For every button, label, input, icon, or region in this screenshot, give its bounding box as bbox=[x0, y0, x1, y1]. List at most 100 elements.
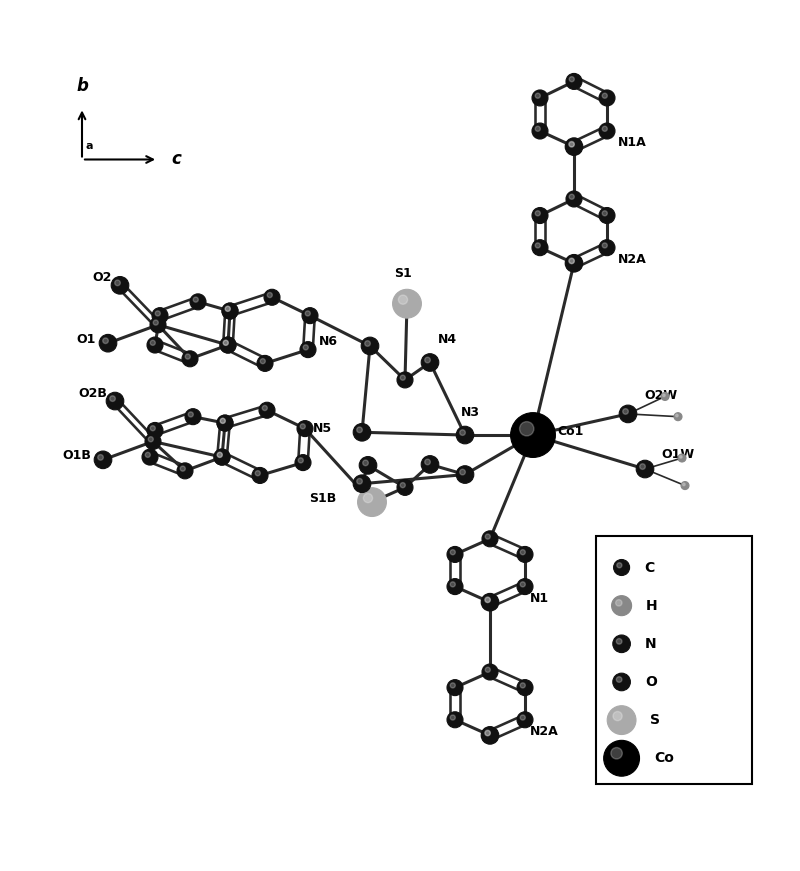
Circle shape bbox=[485, 667, 490, 672]
Text: b: b bbox=[76, 78, 88, 96]
Circle shape bbox=[570, 259, 574, 264]
Circle shape bbox=[98, 455, 103, 460]
Circle shape bbox=[599, 90, 615, 106]
Circle shape bbox=[363, 494, 373, 503]
Circle shape bbox=[532, 207, 548, 224]
Circle shape bbox=[267, 293, 272, 298]
Circle shape bbox=[602, 93, 607, 98]
Circle shape bbox=[262, 405, 267, 410]
Circle shape bbox=[566, 191, 582, 207]
Circle shape bbox=[616, 638, 622, 645]
Text: N2A: N2A bbox=[618, 253, 646, 266]
Circle shape bbox=[252, 468, 268, 483]
Circle shape bbox=[510, 413, 555, 457]
Circle shape bbox=[393, 289, 422, 318]
Circle shape bbox=[150, 426, 155, 431]
Circle shape bbox=[358, 488, 386, 517]
Circle shape bbox=[362, 460, 368, 466]
Circle shape bbox=[566, 138, 582, 155]
Circle shape bbox=[99, 334, 117, 352]
Circle shape bbox=[482, 726, 499, 744]
Circle shape bbox=[520, 683, 526, 688]
Circle shape bbox=[570, 142, 574, 147]
Circle shape bbox=[152, 307, 168, 324]
Circle shape bbox=[460, 469, 466, 475]
Circle shape bbox=[535, 93, 540, 98]
Circle shape bbox=[421, 456, 438, 473]
Circle shape bbox=[194, 297, 198, 302]
Circle shape bbox=[260, 359, 266, 364]
Circle shape bbox=[223, 341, 228, 345]
Circle shape bbox=[425, 357, 430, 363]
Circle shape bbox=[300, 424, 306, 429]
Circle shape bbox=[150, 317, 166, 333]
Circle shape bbox=[517, 546, 533, 563]
Text: N2A: N2A bbox=[530, 725, 558, 738]
Circle shape bbox=[456, 466, 474, 483]
Circle shape bbox=[570, 77, 574, 82]
Circle shape bbox=[602, 126, 607, 132]
Circle shape bbox=[447, 712, 463, 728]
Circle shape bbox=[148, 436, 154, 442]
Text: O2W: O2W bbox=[644, 389, 677, 402]
Circle shape bbox=[223, 341, 228, 345]
Circle shape bbox=[300, 341, 316, 358]
Circle shape bbox=[450, 550, 455, 555]
Circle shape bbox=[482, 727, 498, 743]
Text: N3: N3 bbox=[461, 406, 480, 419]
Circle shape bbox=[180, 466, 186, 471]
Circle shape bbox=[220, 337, 236, 353]
Circle shape bbox=[482, 664, 498, 680]
Circle shape bbox=[114, 280, 120, 286]
Circle shape bbox=[613, 712, 622, 720]
Circle shape bbox=[676, 415, 678, 417]
Circle shape bbox=[681, 482, 689, 490]
Text: N5: N5 bbox=[313, 422, 332, 435]
Text: a: a bbox=[86, 141, 93, 152]
Circle shape bbox=[226, 307, 230, 311]
Circle shape bbox=[217, 415, 233, 431]
Circle shape bbox=[217, 415, 233, 431]
Circle shape bbox=[565, 254, 582, 272]
Circle shape bbox=[397, 479, 413, 496]
Text: N: N bbox=[645, 637, 657, 651]
Circle shape bbox=[155, 311, 160, 316]
Circle shape bbox=[520, 550, 526, 555]
Circle shape bbox=[570, 194, 574, 199]
Circle shape bbox=[297, 421, 313, 436]
Circle shape bbox=[616, 599, 622, 606]
Text: N1: N1 bbox=[530, 591, 549, 604]
Circle shape bbox=[517, 578, 533, 595]
Text: c: c bbox=[171, 151, 182, 168]
Circle shape bbox=[150, 341, 155, 345]
Circle shape bbox=[662, 394, 665, 396]
Circle shape bbox=[447, 679, 463, 696]
Circle shape bbox=[532, 240, 548, 256]
Circle shape bbox=[482, 593, 499, 611]
Circle shape bbox=[302, 307, 318, 324]
Circle shape bbox=[303, 345, 308, 350]
Circle shape bbox=[222, 303, 238, 319]
Circle shape bbox=[485, 597, 490, 603]
Circle shape bbox=[661, 393, 669, 401]
Circle shape bbox=[185, 408, 201, 425]
Text: H: H bbox=[646, 598, 658, 612]
Circle shape bbox=[614, 559, 630, 576]
Circle shape bbox=[616, 677, 622, 682]
Circle shape bbox=[447, 546, 463, 563]
Circle shape bbox=[185, 354, 190, 359]
Circle shape bbox=[485, 730, 490, 736]
Circle shape bbox=[190, 294, 206, 310]
Circle shape bbox=[680, 456, 682, 458]
Circle shape bbox=[599, 207, 615, 224]
Circle shape bbox=[456, 426, 474, 444]
Text: S1: S1 bbox=[394, 267, 412, 280]
Circle shape bbox=[678, 454, 686, 462]
Circle shape bbox=[604, 740, 639, 776]
Circle shape bbox=[622, 408, 628, 415]
Text: Co: Co bbox=[654, 752, 674, 766]
Circle shape bbox=[188, 412, 194, 417]
Circle shape bbox=[450, 582, 455, 587]
Circle shape bbox=[566, 255, 582, 271]
Circle shape bbox=[682, 483, 685, 486]
